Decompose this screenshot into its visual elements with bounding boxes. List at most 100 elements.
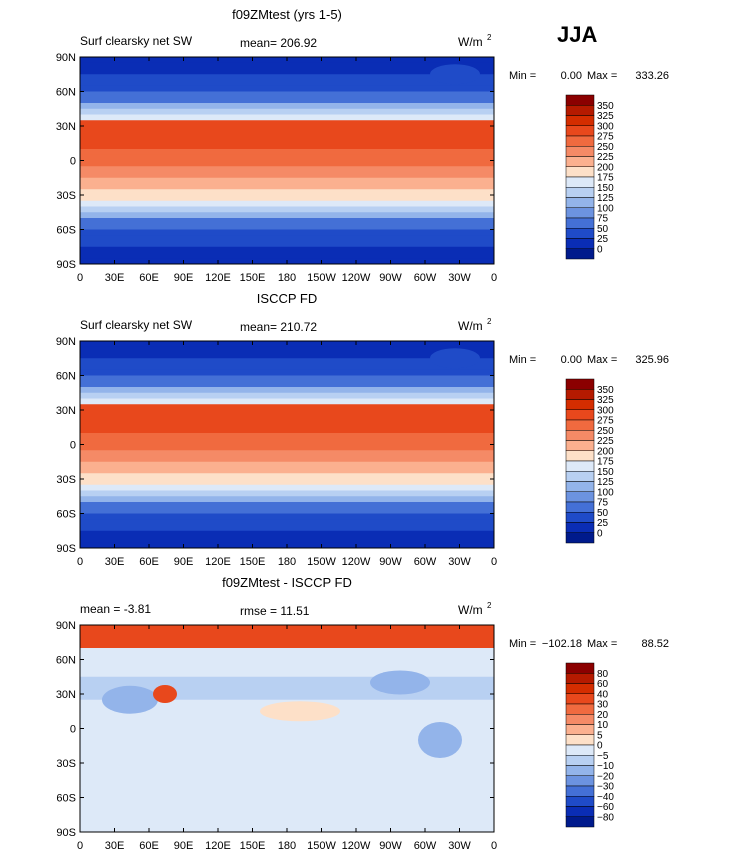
lat-band <box>80 166 494 173</box>
x-tick-label: 120E <box>205 840 231 852</box>
x-tick-label: 150E <box>240 272 266 284</box>
x-tick-label: 60W <box>414 840 437 852</box>
colorbar-swatch <box>565 430 595 441</box>
lat-band <box>80 80 494 87</box>
lat-band <box>80 797 494 804</box>
colorbar-label: −10 <box>597 761 614 772</box>
colorbar-label: 325 <box>597 111 614 122</box>
colorbar-swatch <box>565 501 595 513</box>
colorbar-swatch <box>565 460 595 472</box>
units-superscript: 2 <box>487 317 492 326</box>
colorbar-swatch <box>565 450 595 462</box>
lat-band <box>80 450 494 457</box>
colorbar-swatch <box>565 532 595 544</box>
lat-band <box>80 513 494 520</box>
lat-band <box>80 791 494 798</box>
lat-band <box>80 722 494 729</box>
region-patch <box>153 685 177 703</box>
x-tick-label: 0 <box>491 840 497 852</box>
y-tick-label: 90N <box>56 336 76 348</box>
colorbar-label: 0 <box>597 244 603 255</box>
x-tick-label: 60E <box>139 272 159 284</box>
panel-subtitle: Surf clearsky net SW <box>80 318 193 332</box>
colorbar-label: 175 <box>597 173 614 184</box>
y-tick-label: 60S <box>56 509 76 521</box>
colorbar-swatch <box>565 481 595 492</box>
lat-band <box>80 786 494 793</box>
x-tick-label: 0 <box>491 556 497 568</box>
x-tick-label: 60E <box>139 840 159 852</box>
x-tick-label: 0 <box>491 272 497 284</box>
lat-band <box>80 536 494 543</box>
colorbar-swatch <box>565 94 595 106</box>
lat-band <box>80 484 494 491</box>
colorbar-swatch <box>565 389 595 400</box>
colorbar-label: 100 <box>597 487 614 498</box>
colorbar-swatch <box>565 228 595 239</box>
lat-band <box>80 682 494 689</box>
x-tick-label: 150W <box>307 556 336 568</box>
colorbar-swatch <box>565 378 595 390</box>
y-tick-label: 30S <box>56 474 76 486</box>
lat-band <box>80 740 494 747</box>
lat-band <box>80 149 494 156</box>
lat-band <box>80 630 494 637</box>
lat-band <box>80 814 494 821</box>
x-tick-label: 180 <box>278 840 296 852</box>
colorbar-label: 125 <box>597 477 614 488</box>
panel-subtitle: Surf clearsky net SW <box>80 34 193 48</box>
lat-band <box>80 751 494 758</box>
colorbar-swatch <box>565 662 595 674</box>
colorbar-label: 5 <box>597 730 603 741</box>
lat-band <box>80 246 494 253</box>
colorbar-label: 0 <box>597 741 603 752</box>
y-tick-label: 60N <box>56 655 76 667</box>
colorbar-label: 50 <box>597 508 609 519</box>
lat-band <box>80 461 494 468</box>
x-tick-label: 90W <box>379 272 402 284</box>
min-label: Min = <box>509 70 536 82</box>
colorbar-swatch <box>565 734 595 746</box>
lat-band <box>80 172 494 179</box>
x-tick-label: 0 <box>77 840 83 852</box>
lat-band <box>80 235 494 242</box>
lat-band <box>80 421 494 428</box>
y-tick-label: 60S <box>56 225 76 237</box>
max-label: Max = <box>587 354 617 366</box>
colorbar-label: 300 <box>597 121 614 132</box>
lat-band <box>80 415 494 422</box>
x-tick-label: 30E <box>105 272 125 284</box>
y-tick-label: 30N <box>56 689 76 701</box>
lat-band <box>80 456 494 463</box>
lat-band <box>80 241 494 248</box>
lat-band <box>80 212 494 219</box>
colorbar-label: 60 <box>597 679 609 690</box>
colorbar-label: 100 <box>597 203 614 214</box>
lat-band <box>80 809 494 816</box>
panel-title: f09ZMtest - ISCCP FD <box>222 575 352 590</box>
lat-band <box>80 103 494 110</box>
x-tick-label: 30E <box>105 556 125 568</box>
colorbar-swatch <box>565 785 595 797</box>
colorbar-label: 20 <box>597 710 609 721</box>
colorbar-label: 350 <box>597 101 614 112</box>
lat-band <box>80 444 494 451</box>
lat-band <box>80 803 494 810</box>
lat-band <box>80 519 494 526</box>
lat-band <box>80 763 494 770</box>
lat-band <box>80 195 494 202</box>
colorbar-label: 50 <box>597 224 609 235</box>
colorbar-swatch <box>565 522 595 533</box>
lat-band <box>80 467 494 474</box>
y-tick-label: 60N <box>56 87 76 99</box>
lat-band <box>80 780 494 787</box>
lat-band <box>80 154 494 161</box>
lat-band <box>80 177 494 184</box>
lat-band <box>80 137 494 144</box>
lat-band <box>80 91 494 98</box>
colorbar-swatch <box>565 217 595 229</box>
colorbar-swatch <box>565 105 595 116</box>
lat-band <box>80 200 494 207</box>
season-label: JJA <box>557 22 597 47</box>
